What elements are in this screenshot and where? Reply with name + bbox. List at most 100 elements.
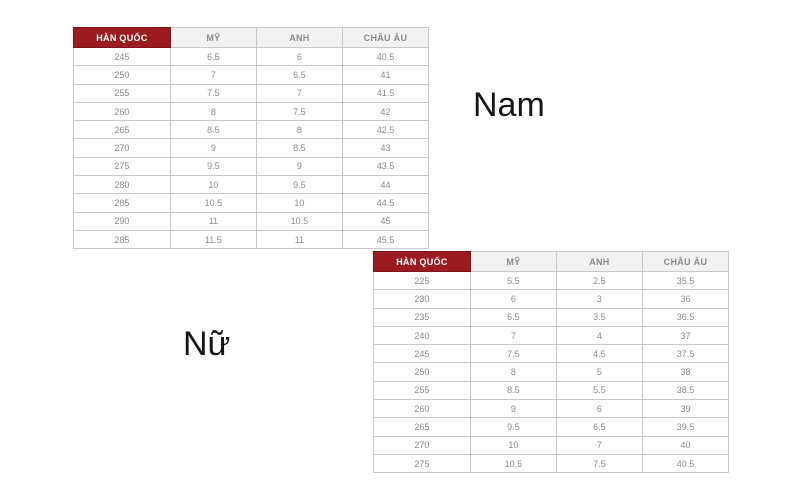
table-row: 265 8.5 8 42.5 <box>73 120 430 140</box>
table-row: 260 8 7.5 42 <box>73 101 430 122</box>
table-row: 255 8.5 5.5 38.5 <box>373 380 730 401</box>
table-row: 265 9.5 6.5 39.5 <box>373 417 730 437</box>
header-cell-highlight: HÀN QUỐC <box>373 251 471 272</box>
size-cell: 7 <box>469 325 557 346</box>
size-cell: 11 <box>169 211 257 231</box>
size-cell: 5 <box>555 362 643 382</box>
size-cell: 38 <box>641 362 730 382</box>
table-row: 275 10.5 7.5 40.5 <box>373 453 730 474</box>
table-row: 245 7.5 4.5 37.5 <box>373 344 730 364</box>
size-cell: 8 <box>469 362 557 382</box>
size-cell: 280 <box>73 175 171 195</box>
size-cell: 11.5 <box>169 229 257 250</box>
size-cell: 285 <box>73 229 171 250</box>
size-cell: 7 <box>169 65 257 85</box>
size-cell: 8.5 <box>469 380 557 401</box>
size-cell: 45.5 <box>341 229 430 250</box>
size-cell: 5.5 <box>469 270 557 291</box>
size-cell: 265 <box>373 417 471 437</box>
size-cell: 39 <box>641 399 730 419</box>
size-cell: 40 <box>641 435 730 455</box>
size-cell: 41 <box>341 65 430 85</box>
size-cell: 3.5 <box>555 307 643 327</box>
size-cell: 6.5 <box>255 65 343 85</box>
size-cell: 255 <box>73 83 171 103</box>
table-row: 285 10.5 10 44.5 <box>73 193 430 213</box>
size-cell: 9 <box>169 138 257 158</box>
header-cell: ANH <box>255 27 343 48</box>
size-cell: 10 <box>169 175 257 195</box>
size-cell: 35.5 <box>641 270 730 291</box>
size-cell: 37 <box>641 325 730 346</box>
size-cell: 40.5 <box>341 46 430 67</box>
size-cell: 44.5 <box>341 193 430 213</box>
size-cell: 36 <box>641 289 730 309</box>
size-cell: 6.5 <box>469 307 557 327</box>
size-cell: 9 <box>469 399 557 419</box>
size-cell: 240 <box>373 325 471 346</box>
size-cell: 265 <box>73 120 171 140</box>
size-cell: 275 <box>373 453 471 474</box>
women-size-table: HÀN QUỐC MỸ ANH CHÂU ÂU 225 5.5 2.5 35.5 230 6 3 36… <box>373 251 730 474</box>
size-cell: 245 <box>73 46 171 67</box>
size-cell: 10 <box>469 435 557 455</box>
size-cell: 250 <box>73 65 171 85</box>
header-cell: CHÂU ÂU <box>341 27 430 48</box>
size-cell: 6.5 <box>169 46 257 67</box>
size-cell: 6 <box>255 46 343 67</box>
table-row: 245 6.5 6 40.5 <box>73 46 430 67</box>
size-cell: 6 <box>469 289 557 309</box>
size-cell: 8 <box>169 101 257 122</box>
table-row: 290 11 10.5 45 <box>73 211 430 231</box>
size-cell: 10 <box>255 193 343 213</box>
size-cell: 9.5 <box>169 156 257 177</box>
size-cell: 7.5 <box>469 344 557 364</box>
size-cell: 37.5 <box>641 344 730 364</box>
size-cell: 40.5 <box>641 453 730 474</box>
size-cell: 270 <box>73 138 171 158</box>
size-cell: 39.5 <box>641 417 730 437</box>
size-cell: 41.5 <box>341 83 430 103</box>
table-row: 285 11.5 11 45.5 <box>73 229 430 250</box>
size-cell: 8.5 <box>255 138 343 158</box>
size-cell: 42 <box>341 101 430 122</box>
header-row: HÀN QUỐC MỸ ANH CHÂU ÂU <box>373 251 730 272</box>
size-cell: 8 <box>255 120 343 140</box>
header-cell: MỸ <box>169 27 257 48</box>
size-cell: 225 <box>373 270 471 291</box>
size-cell: 45 <box>341 211 430 231</box>
size-cell: 7.5 <box>255 101 343 122</box>
size-cell: 10.5 <box>469 453 557 474</box>
size-cell: 4.5 <box>555 344 643 364</box>
table-row: 230 6 3 36 <box>373 289 730 309</box>
size-cell: 275 <box>73 156 171 177</box>
size-cell: 245 <box>373 344 471 364</box>
table-row: 270 10 7 40 <box>373 435 730 455</box>
size-cell: 230 <box>373 289 471 309</box>
header-cell: ANH <box>555 251 643 272</box>
table-row: 280 10 9.5 44 <box>73 175 430 195</box>
size-cell: 270 <box>373 435 471 455</box>
size-cell: 44 <box>341 175 430 195</box>
size-cell: 6 <box>555 399 643 419</box>
header-cell: CHÂU ÂU <box>641 251 730 272</box>
size-cell: 9 <box>255 156 343 177</box>
table-row: 250 8 5 38 <box>373 362 730 382</box>
table-row: 225 5.5 2.5 35.5 <box>373 270 730 291</box>
header-row: HÀN QUỐC MỸ ANH CHÂU ÂU <box>73 27 430 48</box>
size-cell: 8.5 <box>169 120 257 140</box>
size-cell: 9.5 <box>469 417 557 437</box>
size-cell: 9.5 <box>255 175 343 195</box>
table-row: 260 9 6 39 <box>373 399 730 419</box>
header-cell-highlight: HÀN QUỐC <box>73 27 171 48</box>
table-row: 235 6.5 3.5 36.5 <box>373 307 730 327</box>
size-cell: 42.5 <box>341 120 430 140</box>
size-cell: 6.5 <box>555 417 643 437</box>
table-row: 275 9.5 9 43.5 <box>73 156 430 177</box>
size-cell: 10.5 <box>169 193 257 213</box>
size-cell: 250 <box>373 362 471 382</box>
size-cell: 260 <box>373 399 471 419</box>
size-cell: 11 <box>255 229 343 250</box>
size-cell: 7.5 <box>555 453 643 474</box>
